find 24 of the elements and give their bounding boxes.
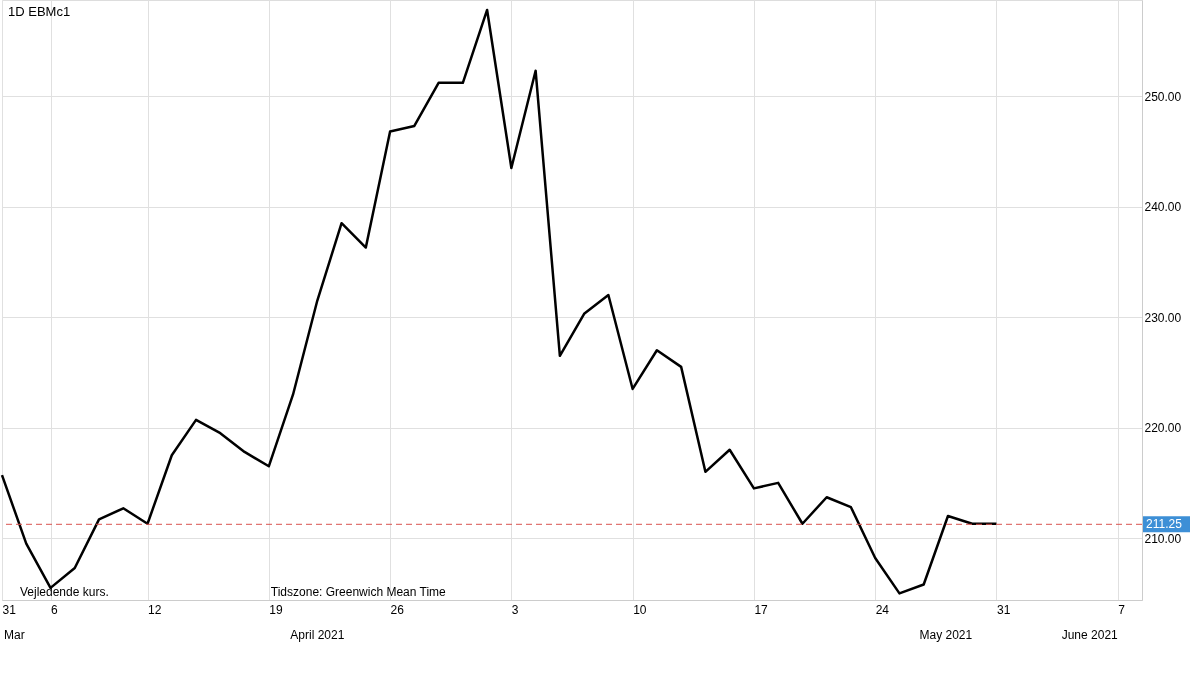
- x-tick-label: 3: [511, 602, 519, 617]
- x-tick-label: 24: [875, 602, 890, 617]
- x-tick-label: 10: [633, 602, 647, 617]
- text: June 2021: [1061, 628, 1119, 642]
- x-tick-label: 6: [51, 602, 59, 617]
- y-tick-label: 210.00: [1144, 531, 1182, 546]
- x-tick-label: 26: [390, 602, 405, 617]
- chart-title: 1D EBMc1: [8, 4, 71, 19]
- annotation: Vejledende kurs.: [20, 585, 109, 599]
- x-tick-label: 19: [269, 602, 283, 617]
- ref-line-label: 211.25: [1146, 517, 1183, 532]
- x-tick-label: 12: [148, 602, 162, 617]
- x-tick-label: 17: [754, 602, 769, 617]
- text: May 2021: [919, 628, 973, 642]
- x-tick-label: 31: [2, 602, 17, 617]
- x-tick-label: 7: [1118, 602, 1126, 617]
- y-tick-label: 220.00: [1144, 421, 1182, 436]
- text: Mar: [4, 628, 25, 642]
- x-tick-label: 31: [996, 602, 1011, 617]
- y-tick-label: 230.00: [1144, 310, 1182, 325]
- y-tick-label: 240.00: [1144, 200, 1182, 215]
- text: April 2021: [290, 628, 345, 642]
- y-tick-label: 250.00: [1144, 89, 1182, 104]
- annotation: Tidszone: Greenwich Mean Time: [270, 585, 447, 599]
